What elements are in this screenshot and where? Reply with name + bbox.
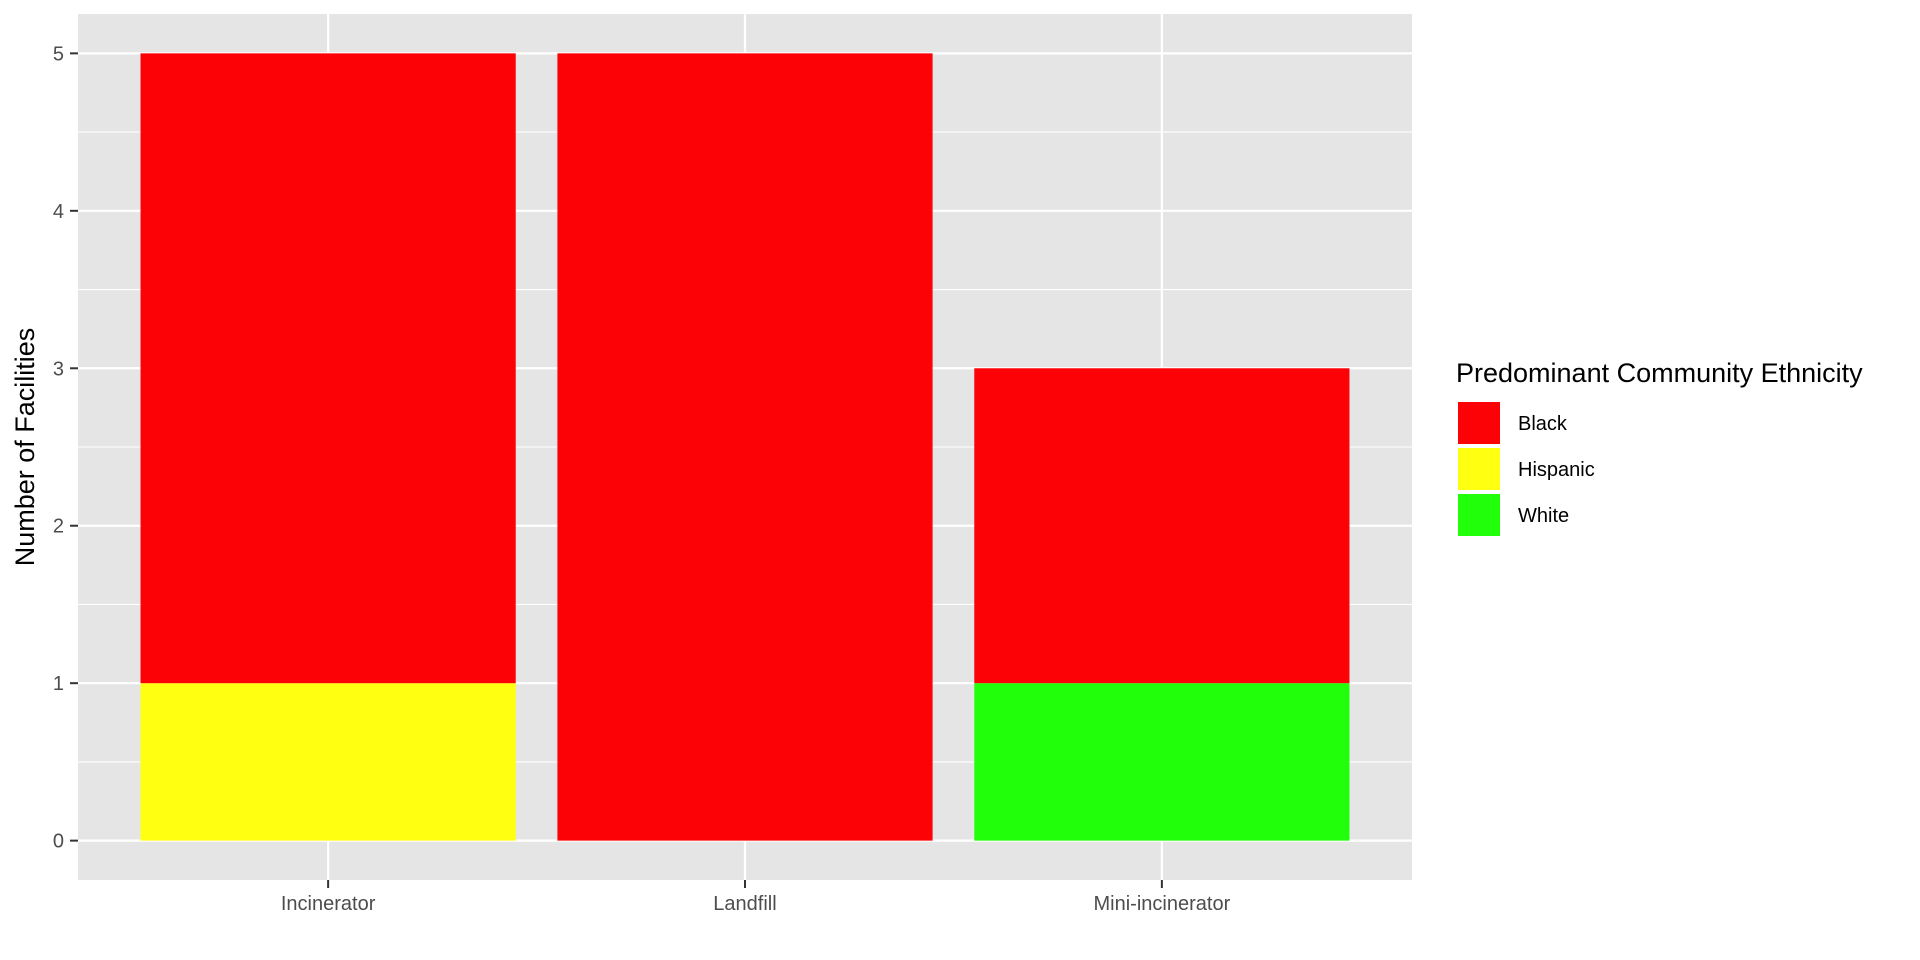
axes: 0 1 2 3 4 5 Incinerator Landfill Mini-incinerato… xyxy=(53,43,1231,915)
legend-key-black xyxy=(1456,400,1502,446)
bars xyxy=(140,53,1350,841)
legend-label-white: White xyxy=(1518,505,1569,527)
y-axis-title: Number of Facilities xyxy=(10,328,40,567)
legend-key-white xyxy=(1456,492,1502,538)
legend-label-black: Black xyxy=(1518,413,1568,435)
legend-title: Predominant Community Ethnicity xyxy=(1456,358,1863,388)
bar-segment-black xyxy=(974,368,1350,684)
y-tick-label: 0 xyxy=(53,831,64,853)
x-tick-label: Incinerator xyxy=(281,893,376,915)
bar-segment-white xyxy=(974,683,1350,841)
y-tick-label: 2 xyxy=(53,516,64,538)
x-tick-label: Mini-incinerator xyxy=(1094,893,1231,915)
y-tick-label: 4 xyxy=(53,201,64,223)
x-tick-label: Landfill xyxy=(713,893,776,915)
legend-key-hispanic xyxy=(1456,446,1502,492)
y-tick-label: 5 xyxy=(53,43,64,65)
bar-segment-hispanic xyxy=(140,683,516,841)
bar-segment-black xyxy=(140,53,516,684)
legend: Predominant Community Ethnicity Black His… xyxy=(1456,358,1863,538)
bar-segment-black xyxy=(557,53,933,841)
y-tick-label: 3 xyxy=(53,358,64,380)
y-tick-label: 1 xyxy=(53,673,64,695)
legend-label-hispanic: Hispanic xyxy=(1518,459,1595,481)
